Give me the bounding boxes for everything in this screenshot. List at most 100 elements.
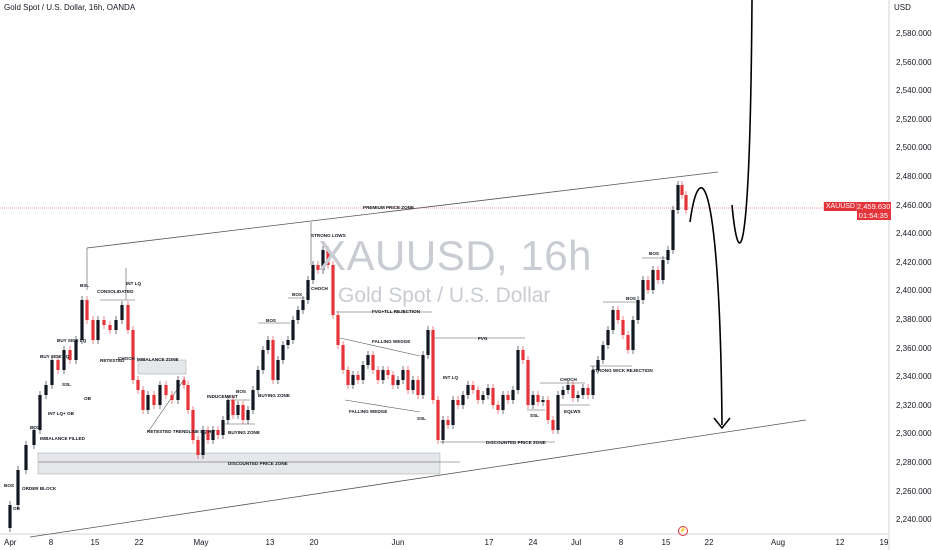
bull-candle bbox=[596, 360, 600, 370]
chart-annotation[interactable]: PREMIUM PRICE ZONE bbox=[363, 205, 415, 210]
chart-annotation[interactable]: SSL bbox=[62, 382, 71, 387]
time-tick-label: 8 bbox=[48, 538, 54, 547]
price-tick-label: 2,240.000 bbox=[896, 515, 932, 525]
chart-annotation[interactable]: CONSOLIDATED bbox=[97, 289, 134, 294]
bear-candle bbox=[386, 370, 390, 375]
bull-candle bbox=[396, 380, 400, 385]
bear-candle bbox=[621, 320, 625, 335]
current-price-tag: 2,459.630 01:54:35 bbox=[857, 202, 891, 220]
chart-annotation[interactable]: CHOCH bbox=[311, 286, 328, 291]
bear-candle bbox=[376, 370, 380, 380]
bear-candle bbox=[56, 360, 60, 370]
bull-candle bbox=[361, 365, 365, 380]
bear-candle bbox=[586, 388, 590, 395]
chart-annotation[interactable]: BUY SIDE LQ bbox=[40, 354, 70, 359]
bull-candle bbox=[261, 350, 265, 370]
chart-annotation[interactable]: CHOCH bbox=[560, 377, 577, 382]
bear-candle bbox=[356, 375, 360, 380]
chart-annotation[interactable]: ORDER BLOCK bbox=[22, 486, 57, 491]
bull-candle bbox=[591, 370, 595, 395]
chart-annotation[interactable]: FALLING WEDGE bbox=[372, 339, 411, 344]
chart-annotation[interactable]: DISCOUNTED PRICE ZONE bbox=[486, 440, 546, 445]
bull-candle bbox=[481, 395, 485, 400]
bear-candle bbox=[476, 390, 480, 400]
bear-candle bbox=[141, 390, 145, 410]
bear-candle bbox=[506, 395, 510, 400]
chart-annotation[interactable]: OB bbox=[13, 506, 20, 511]
chart-annotation[interactable]: BUYING ZONE bbox=[258, 393, 290, 398]
chart-annotation[interactable]: BUYING ZONE bbox=[228, 430, 260, 435]
bull-candle bbox=[516, 350, 520, 390]
bear-candle bbox=[102, 320, 106, 325]
bull-candle bbox=[381, 370, 385, 380]
chart-annotation[interactable]: FALLING WEDGE bbox=[349, 409, 388, 414]
bull-candle bbox=[561, 390, 565, 395]
bear-candle bbox=[336, 315, 340, 345]
price-tick-label: 2,580.000 bbox=[896, 29, 932, 38]
bull-candle bbox=[411, 380, 415, 390]
chart-annotation[interactable]: RETESTED TRENDLINE LQ HIT bbox=[147, 429, 216, 434]
bear-candle bbox=[331, 265, 335, 315]
chart-annotation[interactable]: IMBALANCE FILLED bbox=[40, 436, 85, 441]
bull-candle bbox=[581, 388, 585, 395]
channel-lower-line bbox=[29, 419, 807, 538]
wedge-line bbox=[339, 337, 421, 357]
bear-candle bbox=[646, 280, 650, 290]
chart-annotation[interactable]: SSL bbox=[417, 416, 426, 421]
bull-candle bbox=[511, 390, 515, 400]
price-tick-label: 2,360.000 bbox=[896, 343, 932, 353]
price-tick-label: 2,320.000 bbox=[896, 400, 932, 410]
currency-label[interactable]: USD bbox=[894, 3, 911, 12]
chart-annotation[interactable]: SSL bbox=[530, 413, 539, 418]
bull-candle bbox=[96, 320, 100, 340]
chart-annotation[interactable]: INT LQ+ OB bbox=[48, 411, 74, 416]
chart-annotation[interactable]: EQLWS bbox=[564, 409, 581, 414]
wedge-line bbox=[344, 399, 421, 413]
chart-annotation[interactable]: RETESTED bbox=[100, 358, 125, 363]
chart-annotation[interactable]: STRONG LOWS bbox=[311, 233, 346, 238]
chart-annotation[interactable]: BOS bbox=[649, 251, 659, 256]
chart-annotation[interactable]: BOS bbox=[236, 389, 246, 394]
bull-candle bbox=[611, 310, 615, 330]
bull-candle bbox=[501, 395, 505, 410]
bear-candle bbox=[191, 410, 195, 440]
bear-candle bbox=[85, 300, 89, 320]
bull-candle bbox=[226, 400, 230, 420]
chart-annotation[interactable]: FVG bbox=[478, 336, 488, 341]
chart-annotation[interactable]: BOS bbox=[626, 296, 636, 301]
discount-zone-box bbox=[37, 452, 441, 475]
bear-candle bbox=[371, 355, 375, 370]
bull-candle bbox=[631, 320, 635, 350]
price-tick-label: 2,480.000 bbox=[896, 172, 932, 181]
bear-candle bbox=[326, 250, 330, 265]
chart-annotation[interactable]: IMBALANCE ZONE bbox=[137, 357, 179, 362]
chart-annotation[interactable]: FVG+TLL REJECTION bbox=[372, 309, 421, 314]
chart-annotation[interactable]: BUY SIDE LQ bbox=[57, 338, 87, 343]
price-tick-label: 2,520.000 bbox=[896, 114, 932, 124]
bear-candle bbox=[626, 335, 630, 350]
chart-annotation[interactable]: INT LQ bbox=[126, 281, 142, 286]
chart-annotation[interactable]: INT LQ bbox=[443, 375, 459, 380]
chart-annotation[interactable]: BOS bbox=[292, 292, 302, 297]
countdown-timer: 01:54:35 bbox=[858, 211, 888, 220]
bear-candle bbox=[126, 305, 130, 330]
chart-annotation[interactable]: BOS bbox=[30, 425, 40, 430]
chart-annotation[interactable]: CHOCH bbox=[118, 356, 135, 361]
bear-candle bbox=[182, 380, 186, 385]
bull-candle bbox=[8, 505, 12, 528]
chart-annotation[interactable]: DISCOUNTED PRICE ZONE bbox=[228, 461, 288, 466]
bear-candle bbox=[131, 330, 135, 380]
chart-annotation[interactable]: BOS bbox=[4, 483, 14, 488]
projection-rally-path bbox=[731, 0, 753, 244]
bear-candle bbox=[164, 385, 168, 395]
bear-candle bbox=[170, 395, 174, 400]
bear-candle bbox=[551, 420, 555, 430]
chart-annotation[interactable]: BOS bbox=[266, 318, 276, 323]
bull-candle bbox=[44, 385, 48, 395]
tradingview-logo-icon[interactable]: ⚡ bbox=[678, 526, 688, 536]
chart-annotation[interactable]: BSL bbox=[80, 283, 90, 288]
chart-annotation[interactable]: OB bbox=[84, 396, 91, 401]
chart-annotation[interactable]: INDUCEMENT bbox=[207, 394, 238, 399]
chart-annotation[interactable]: STRONG WICK REJECTION bbox=[592, 368, 653, 373]
